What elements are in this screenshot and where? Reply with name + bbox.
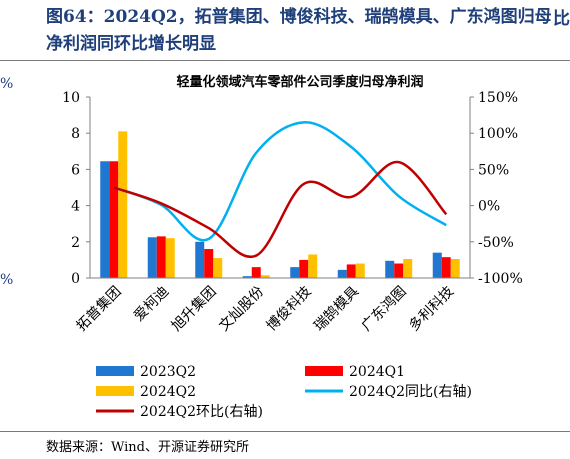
bar [260,275,270,278]
bar [441,257,451,278]
x-tick-label: 广东鸿图 [358,283,410,335]
y-left-tick-label: 10 [62,90,80,106]
y-right-tick-label: 0% [478,199,500,215]
y-left-tick-label: 0 [71,271,80,287]
bar [165,238,175,278]
series-line [113,121,447,242]
chart-title: 轻量化领域汽车零部件公司季度归母净利润 [176,74,423,90]
series-line [113,160,448,259]
left-edge-text: % [0,272,14,288]
x-tick-label: 文灿股份 [216,284,267,335]
x-tick-label: 多利科技 [405,283,457,335]
bar [394,263,404,278]
y-right-tick-label: -100% [478,271,523,287]
chart: 轻量化领域汽车零部件公司季度归母净利润 0 2 4 6 8 10 -100% -50% 0% 50… [62,74,523,420]
bar [147,237,157,278]
x-tick-label: 爱柯迪 [131,284,172,325]
left-edge-text: % [0,76,14,92]
y-left-tick-label: 2 [71,235,80,251]
bar [432,252,442,278]
y-right-tick-label: -50% [478,235,514,251]
legend-label: 2024Q2环比(右轴) [140,404,263,420]
y-left-tick-label: 6 [71,162,80,178]
y-right-tick-label: 100% [478,126,518,142]
bars-layer [100,131,460,278]
legend-swatch [96,386,134,396]
y-left-tick-label: 4 [71,199,80,215]
left-edge-fragment: % % [0,0,14,459]
bar [242,276,252,278]
bar [109,161,119,278]
bar [156,236,166,278]
legend-label: 2024Q2同比(右轴) [349,384,472,400]
bar [195,241,205,278]
bar [337,269,347,278]
bar [308,254,318,278]
legend-label: 2023Q2 [140,364,196,380]
y-left-tick-label: 8 [71,126,80,142]
x-tick-label: 瑞鹄模具 [310,283,362,335]
y-right-tick-label: 150% [478,90,518,106]
axes-layer: 0 2 4 6 8 10 -100% -50% 0% 50% 100% 150% 拓普集团 爱柯迪旭升集团… [62,90,523,334]
x-tick-label: 拓普集团 [73,283,125,335]
right-edge-text: 比 [553,9,570,29]
source-note: 数据来源：Wind、开源证券研究所 [46,440,249,455]
bar [346,264,356,278]
legend-swatch [305,366,343,376]
bar [355,263,365,278]
x-tick-label: 博俊科技 [263,283,315,335]
legend-swatch [96,366,134,376]
bar [118,131,128,278]
bar [204,249,214,278]
figure-title: 图64：2024Q2，拓普集团、博俊科技、瑞鹄模具、广东鸿图归母净利润同环比增长… [46,7,552,54]
bar [299,259,309,278]
top-divider [0,60,570,61]
bar [213,258,223,278]
bar [385,260,395,278]
y-right-tick-label: 50% [478,162,509,178]
bottom-divider [0,431,570,432]
lines-layer [113,121,448,259]
legend: 2023Q2 2024Q1 2024Q2 2024Q2同比(右轴) 2024Q2环比(右… [96,364,472,420]
bar [403,258,413,278]
bar [100,161,110,278]
right-edge-fragment: 比 [553,0,570,459]
bar [290,267,300,278]
bar [251,267,261,278]
legend-label: 2024Q1 [349,364,405,380]
x-tick-label: 旭升集团 [168,283,220,335]
bar [450,258,460,278]
legend-label: 2024Q2 [140,384,196,400]
